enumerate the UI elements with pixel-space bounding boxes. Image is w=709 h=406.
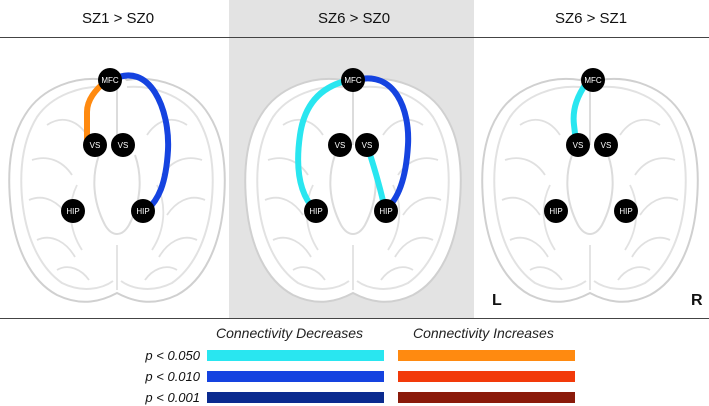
swatch-decrease-p001 — [207, 392, 384, 403]
connection-mfc-hip-left-decrease — [295, 77, 353, 213]
node-hip-left: HIP — [61, 199, 85, 223]
swatch-increase-p001 — [398, 392, 575, 403]
brain-outline-panel-2 — [244, 75, 462, 303]
connection-mfc-hip-decrease — [109, 72, 172, 213]
panel-title-sz6-sz0: SZ6 > SZ0 — [317, 10, 391, 27]
node-hip-right: HIP — [131, 199, 155, 223]
svg-text:HIP: HIP — [66, 207, 79, 216]
svg-text:HIP: HIP — [379, 207, 392, 216]
swatch-increase-p010 — [398, 371, 575, 382]
svg-text:VS: VS — [90, 141, 101, 150]
legend-increases-title: Connectivity Increases — [413, 325, 554, 341]
node-hip-left: HIP — [304, 199, 328, 223]
svg-text:HIP: HIP — [309, 207, 322, 216]
svg-text:HIP: HIP — [549, 207, 562, 216]
swatch-decrease-p010 — [207, 371, 384, 382]
svg-text:VS: VS — [335, 141, 346, 150]
svg-text:HIP: HIP — [619, 207, 632, 216]
svg-text:MFC: MFC — [584, 76, 602, 85]
svg-text:VS: VS — [362, 141, 373, 150]
node-hip-left: HIP — [544, 199, 568, 223]
node-hip-right: HIP — [614, 199, 638, 223]
node-vs-right: VS — [111, 133, 135, 157]
brain-outline-panel-1 — [8, 75, 226, 303]
left-orientation-label: L — [492, 292, 502, 309]
svg-text:VS: VS — [118, 141, 129, 150]
legend-divider — [0, 318, 709, 319]
threshold-label-p001: p < 0.001 — [145, 390, 200, 405]
legend-decreases-title: Connectivity Decreases — [216, 325, 364, 341]
threshold-label-p050: p < 0.050 — [145, 348, 200, 363]
node-vs-left: VS — [83, 133, 107, 157]
node-mfc: MFC — [341, 68, 365, 92]
svg-text:MFC: MFC — [344, 76, 362, 85]
node-hip-right: HIP — [374, 199, 398, 223]
brain-diagrams: MFC VS VS HIP HIP MFC VS VS HIP HIP MFC … — [8, 68, 699, 303]
node-vs-left: VS — [328, 133, 352, 157]
threshold-label-p010: p < 0.010 — [145, 369, 200, 384]
node-vs-right: VS — [355, 133, 379, 157]
node-mfc: MFC — [581, 68, 605, 92]
right-orientation-label: R — [691, 292, 703, 309]
swatch-increase-p050 — [398, 350, 575, 361]
node-mfc: MFC — [98, 68, 122, 92]
svg-text:MFC: MFC — [101, 76, 119, 85]
svg-text:VS: VS — [573, 141, 584, 150]
header-divider — [0, 37, 709, 38]
brain-outline-panel-3 — [481, 75, 699, 303]
panel-title-sz6-sz1: SZ6 > SZ1 — [554, 10, 628, 27]
node-vs-left: VS — [566, 133, 590, 157]
panel-title-sz1-sz0: SZ1 > SZ0 — [81, 10, 155, 27]
connection-mfc-hip-right-decrease — [353, 75, 412, 213]
node-vs-right: VS — [594, 133, 618, 157]
svg-text:VS: VS — [601, 141, 612, 150]
svg-text:HIP: HIP — [136, 207, 149, 216]
swatch-decrease-p050 — [207, 350, 384, 361]
